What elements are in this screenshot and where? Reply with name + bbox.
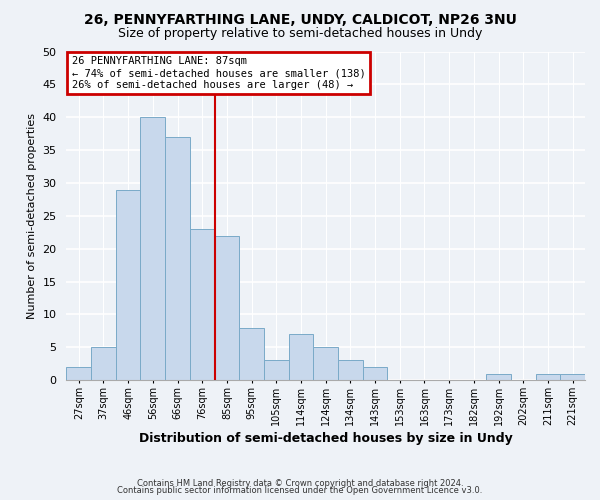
Bar [486, 374, 511, 380]
Text: 26 PENNYFARTHING LANE: 87sqm
← 74% of semi-detached houses are smaller (138)
26%: 26 PENNYFARTHING LANE: 87sqm ← 74% of se… [71, 56, 365, 90]
Bar [215, 236, 239, 380]
Bar [289, 334, 313, 380]
Bar [140, 117, 165, 380]
Bar [190, 229, 215, 380]
Text: 26, PENNYFARTHING LANE, UNDY, CALDICOT, NP26 3NU: 26, PENNYFARTHING LANE, UNDY, CALDICOT, … [83, 12, 517, 26]
Bar [264, 360, 289, 380]
Bar [165, 137, 190, 380]
Text: Contains public sector information licensed under the Open Government Licence v3: Contains public sector information licen… [118, 486, 482, 495]
Bar [67, 367, 91, 380]
Bar [91, 348, 116, 380]
Bar [560, 374, 585, 380]
Bar [116, 190, 140, 380]
Y-axis label: Number of semi-detached properties: Number of semi-detached properties [27, 113, 37, 319]
Bar [536, 374, 560, 380]
Text: Contains HM Land Registry data © Crown copyright and database right 2024.: Contains HM Land Registry data © Crown c… [137, 478, 463, 488]
Text: Size of property relative to semi-detached houses in Undy: Size of property relative to semi-detach… [118, 28, 482, 40]
Bar [239, 328, 264, 380]
Bar [363, 367, 388, 380]
Bar [313, 348, 338, 380]
Bar [338, 360, 363, 380]
X-axis label: Distribution of semi-detached houses by size in Undy: Distribution of semi-detached houses by … [139, 432, 512, 445]
